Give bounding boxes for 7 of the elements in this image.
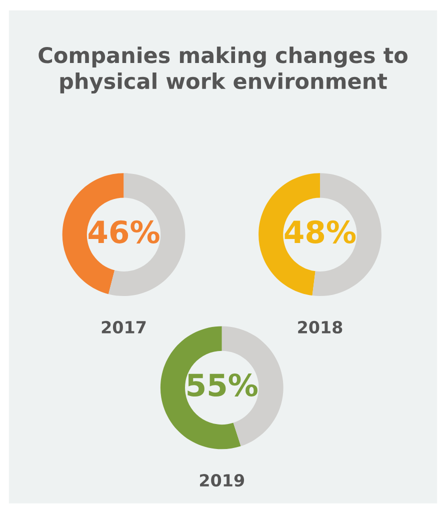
text: 2018	[298, 320, 342, 334]
data-label: 55%	[188, 373, 258, 397]
text: 2017	[102, 320, 146, 334]
data-label: 48%	[284, 220, 356, 244]
text: 2019	[200, 474, 244, 487]
chart-title: Companies making changes to physical work environment	[38, 46, 408, 94]
data-label: 46%	[88, 220, 160, 244]
